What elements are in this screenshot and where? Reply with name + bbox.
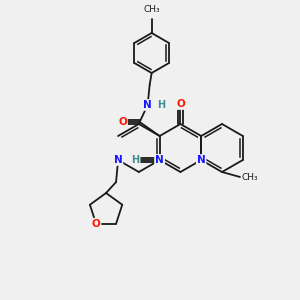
Text: O: O	[118, 117, 127, 127]
Text: CH₃: CH₃	[242, 172, 259, 182]
Text: N: N	[114, 155, 122, 165]
Text: O: O	[92, 219, 100, 229]
Text: H: H	[132, 155, 140, 165]
Text: O: O	[176, 99, 185, 109]
Text: N: N	[143, 100, 152, 110]
Text: N: N	[197, 155, 206, 165]
Text: CH₃: CH₃	[143, 5, 160, 14]
Text: N: N	[155, 155, 164, 165]
Text: N: N	[155, 155, 164, 165]
Text: H: H	[157, 100, 165, 110]
